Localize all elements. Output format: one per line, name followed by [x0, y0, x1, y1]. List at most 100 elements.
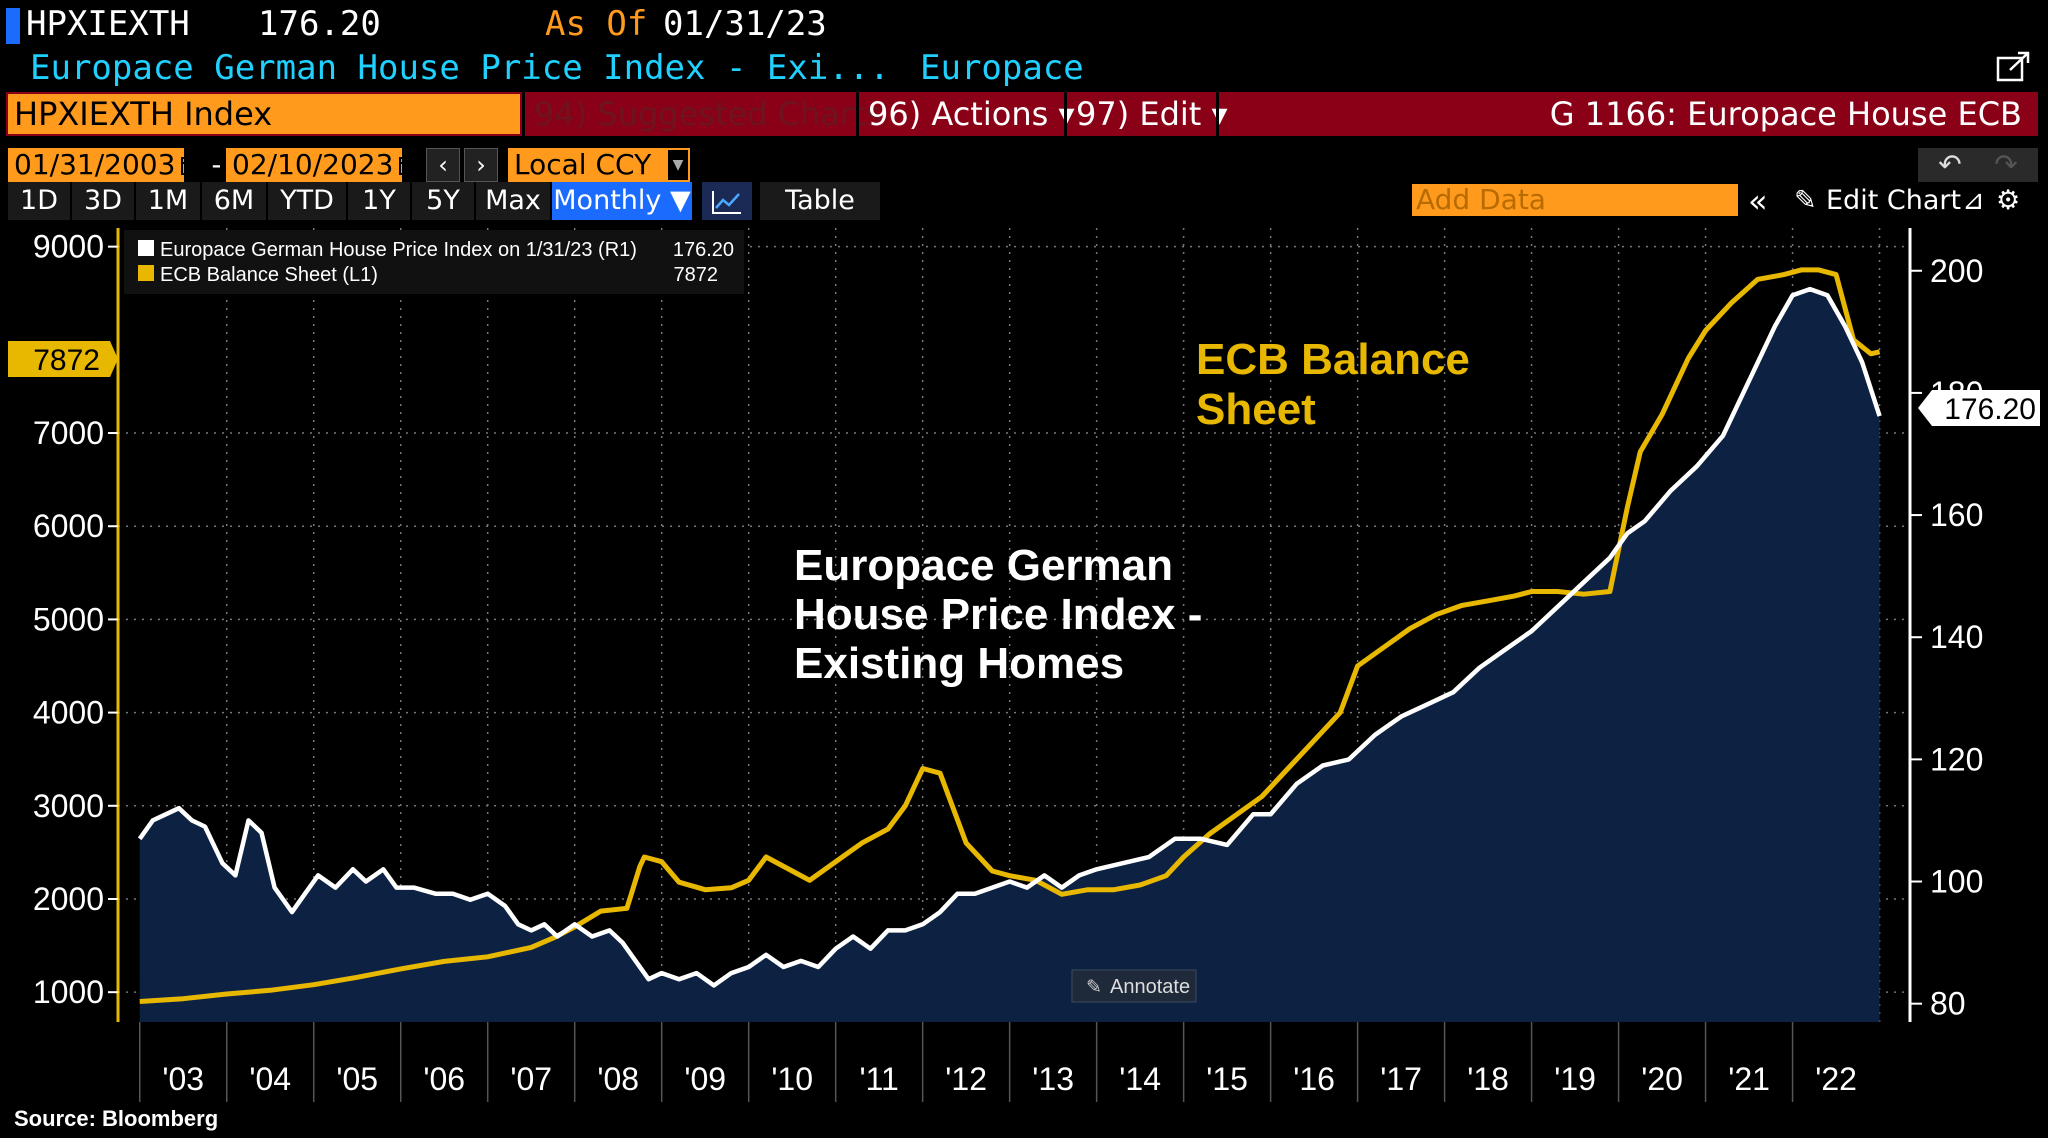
- line-chart-icon[interactable]: [702, 182, 752, 220]
- x-tick-label: '14: [1119, 1061, 1161, 1097]
- calendar-icon[interactable]: [398, 152, 418, 178]
- next-period-button[interactable]: ›: [464, 148, 498, 182]
- right-tick-label: 200: [1930, 253, 1983, 289]
- pencil-icon[interactable]: ✎: [1794, 185, 1817, 216]
- left-tick-label: 4000: [33, 695, 104, 731]
- hpi-annotation-line: Existing Homes: [794, 639, 1124, 688]
- end-date-input[interactable]: 02/10/2023: [226, 148, 402, 182]
- x-tick-label: '12: [945, 1061, 987, 1097]
- ticker: HPXIEXTH: [26, 4, 190, 44]
- edit-menu[interactable]: 97) Edit ▾: [1076, 95, 1228, 133]
- currency-select[interactable]: Local CCY: [508, 148, 690, 182]
- right-axis: 80100120140160180200: [1908, 228, 1983, 1022]
- range-6m-button[interactable]: 6M: [202, 182, 266, 220]
- x-tick-label: '05: [336, 1061, 378, 1097]
- range-ytd-button[interactable]: YTD: [268, 182, 346, 220]
- right-tick-label: 80: [1930, 986, 1966, 1022]
- left-tick-label: 1000: [33, 974, 104, 1010]
- x-tick-label: '10: [771, 1061, 813, 1097]
- left-tick-label: 9000: [33, 229, 104, 265]
- menu-separator: [1064, 92, 1067, 136]
- x-tick-label: '20: [1641, 1061, 1683, 1097]
- x-tick-label: '09: [684, 1061, 726, 1097]
- legend-hpi-value: 176.20: [673, 239, 734, 261]
- left-last-marker-label: 7872: [33, 344, 100, 377]
- right-last-marker: 176.20: [1918, 390, 2040, 426]
- as-of-label: As Of: [545, 4, 648, 44]
- collapse-icon[interactable]: «: [1748, 182, 1768, 220]
- hpi-annotation-line: House Price Index -: [794, 590, 1202, 639]
- frequency-select[interactable]: Monthly ▼: [552, 182, 692, 220]
- legend-ecb-value: 7872: [674, 264, 719, 286]
- ecb-annotation-line: ECB Balance: [1196, 335, 1470, 384]
- hpi-annotation-line: Europace German: [794, 541, 1173, 590]
- range-1y-button[interactable]: 1Y: [348, 182, 410, 220]
- undo-icon[interactable]: ↶: [1918, 148, 1982, 182]
- chevron-down-icon[interactable]: ▼: [668, 150, 688, 180]
- right-last-marker-label: 176.20: [1944, 393, 2036, 426]
- x-tick-label: '04: [249, 1061, 291, 1097]
- add-data-input[interactable]: Add Data: [1412, 184, 1738, 216]
- right-tick-label: 100: [1930, 864, 1983, 900]
- prev-period-button[interactable]: ‹: [426, 148, 460, 182]
- as-of-date: 01/31/23: [663, 4, 827, 44]
- x-tick-label: '22: [1815, 1061, 1857, 1097]
- hpi-annotation: Europace German House Price Index - Exis…: [794, 541, 1215, 688]
- ecb-balance-sheet-line: [139, 267, 1881, 1004]
- source-name: Europace: [920, 48, 1084, 88]
- date-dash: -: [208, 148, 225, 181]
- right-tick-label: 160: [1930, 497, 1983, 533]
- gear-icon[interactable]: ⚙: [1996, 185, 2021, 216]
- legend-box: [124, 230, 744, 294]
- hpi-line: [137, 286, 1882, 988]
- x-tick-label: '13: [1032, 1061, 1074, 1097]
- ticker-flag: [6, 8, 20, 44]
- left-axis: 1000 2000 3000 4000 5000 6000 7000 9000: [33, 228, 120, 1022]
- range-1d-button[interactable]: 1D: [8, 182, 70, 220]
- actions-menu[interactable]: 96) Actions ▾: [868, 95, 1075, 133]
- left-tick-label: 5000: [33, 601, 104, 637]
- x-axis: '03 '04 '05 '06 '07 '08 '09 '10 '11 '12 '13 '14 '15 '…: [138, 1022, 1857, 1102]
- right-tick-label: 120: [1930, 741, 1983, 777]
- chart-canvas[interactable]: '03 '04 '05 '06 '07 '08 '09 '10 '11 '12 '13 '14 '15 '…: [0, 220, 2048, 1138]
- chart-title: G 1166: Europace House ECB: [1549, 95, 2022, 133]
- chart-settings-icon[interactable]: ⊿: [1962, 185, 1985, 216]
- security-box[interactable]: HPXIEXTH Index: [8, 94, 520, 134]
- range-max-button[interactable]: Max: [476, 182, 550, 220]
- left-tick-label: 7000: [33, 415, 104, 451]
- table-button[interactable]: Table: [760, 182, 880, 220]
- x-tick-label: '06: [423, 1061, 465, 1097]
- legend-ecb-label: ECB Balance Sheet (L1): [160, 264, 378, 286]
- annotate-label: Annotate: [1110, 976, 1190, 998]
- x-tick-label: '19: [1554, 1061, 1596, 1097]
- calendar-icon[interactable]: [180, 152, 200, 178]
- suggested-charts-menu[interactable]: 94) Suggested Charts: [534, 95, 883, 133]
- range-5y-button[interactable]: 5Y: [412, 182, 474, 220]
- menu-separator: [1216, 92, 1219, 136]
- range-3d-button[interactable]: 3D: [72, 182, 134, 220]
- x-tick-label: '17: [1380, 1061, 1422, 1097]
- x-tick-label: '21: [1728, 1061, 1770, 1097]
- left-tick-label: 3000: [33, 788, 104, 824]
- edit-chart-button[interactable]: Edit Chart: [1826, 185, 1962, 216]
- x-tick-label: '11: [860, 1061, 899, 1097]
- x-tick-label: '08: [597, 1061, 639, 1097]
- x-tick-label: '15: [1206, 1061, 1248, 1097]
- x-tick-label: '07: [510, 1061, 552, 1097]
- popout-icon[interactable]: [1996, 50, 2032, 84]
- legend-hpi-label: Europace German House Price Index on 1/3…: [160, 239, 637, 261]
- pencil-icon: ✎: [1086, 977, 1102, 998]
- source-note: Source: Bloomberg: [14, 1106, 219, 1131]
- left-tick-label: 2000: [33, 881, 104, 917]
- redo-icon[interactable]: ↷: [1974, 148, 2038, 182]
- legend-swatch-hpi: [138, 240, 154, 256]
- menu-separator: [856, 92, 859, 136]
- last-price: 176.20: [258, 4, 381, 44]
- ecb-annotation-line: Sheet: [1196, 385, 1316, 434]
- range-1m-button[interactable]: 1M: [136, 182, 200, 220]
- start-date-input[interactable]: 01/31/2003: [8, 148, 184, 182]
- ecb-annotation: ECB Balance Sheet: [1196, 335, 1482, 434]
- legend-swatch-ecb: [138, 265, 154, 281]
- annotate-button[interactable]: ✎ Annotate: [1071, 969, 1197, 1003]
- right-tick-label: 140: [1930, 619, 1983, 655]
